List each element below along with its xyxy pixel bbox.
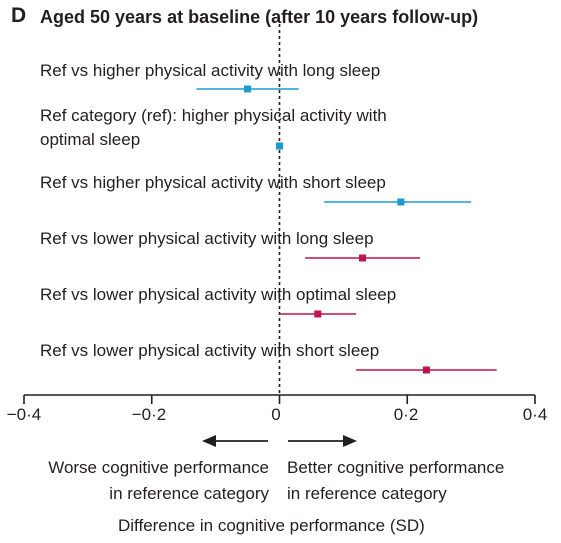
- x-tick-label-0-2: 0·2: [393, 405, 419, 424]
- x-tick-label-neg-0-2: −0·2: [131, 405, 167, 424]
- row-label-4: Ref vs lower physical activity with long…: [40, 229, 374, 248]
- point-estimate-2: [276, 142, 283, 150]
- point-estimate-4: [359, 254, 367, 262]
- worse-performance-note: Worse cognitive performance in reference…: [48, 458, 269, 503]
- better-performance-note: Better cognitive performance in referenc…: [287, 458, 505, 503]
- left-arrow-head: [202, 435, 216, 447]
- point-estimate-5: [314, 310, 322, 318]
- point-estimate-1: [244, 85, 252, 93]
- row-label-6: Ref vs lower physical activity with shor…: [40, 341, 380, 360]
- panel-letter: D: [11, 4, 27, 27]
- chart-title: Aged 50 years at baseline (after 10 year…: [40, 7, 479, 27]
- point-estimate-6: [422, 366, 430, 374]
- row-label-5: Ref vs lower physical activity with opti…: [40, 285, 397, 304]
- x-axis-label: Difference in cognitive performance (SD): [118, 516, 425, 535]
- row-label-1: Ref vs higher physical activity with lon…: [40, 61, 381, 80]
- x-tick-label-neg-0-4: −0·4: [6, 405, 42, 424]
- x-tick-label-0-4: 0·4: [522, 405, 548, 424]
- right-arrow-head: [343, 435, 357, 447]
- row-label-3: Ref vs higher physical activity with sho…: [40, 173, 386, 192]
- x-tick-label-0: 0: [271, 405, 281, 424]
- point-estimate-3: [397, 198, 405, 206]
- row-label-2: Ref category (ref): higher physical acti…: [40, 106, 387, 149]
